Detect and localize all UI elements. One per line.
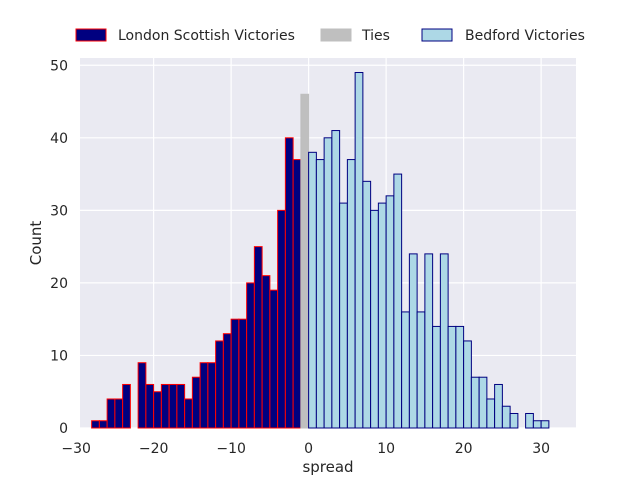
x-tick-label: −10 <box>216 441 246 457</box>
bar-series-2 <box>470 376 480 429</box>
bar-series-2 <box>339 202 348 429</box>
bar-series-2 <box>370 209 379 429</box>
legend: London Scottish Victories Ties Bedford Vic… <box>75 28 585 44</box>
bar-series-2 <box>501 405 511 429</box>
bar-series-2 <box>323 137 333 429</box>
bar-series-0 <box>253 246 263 429</box>
y-tick-label: 40 <box>50 131 68 147</box>
bar-series-2 <box>377 202 387 429</box>
bar-series-0 <box>191 376 201 429</box>
bar-series-2 <box>494 383 503 429</box>
x-tick-label: −20 <box>139 441 169 457</box>
x-tick-label: 20 <box>455 441 473 457</box>
bar-series-0 <box>176 383 186 429</box>
y-tick-label: 20 <box>50 276 68 292</box>
bar-series-2 <box>424 253 434 429</box>
bar-series-1 <box>300 93 310 429</box>
legend-label: London Scottish Victories <box>118 28 295 44</box>
legend-swatch <box>421 28 453 42</box>
bar-series-0 <box>292 159 302 429</box>
bar-series-2 <box>354 72 364 429</box>
bar-series-2 <box>362 180 372 429</box>
bars <box>91 72 550 429</box>
bar-series-2 <box>540 420 550 429</box>
bar-series-2 <box>408 253 418 429</box>
bar-series-2 <box>486 398 496 429</box>
bar-series-0 <box>230 318 240 429</box>
y-tick-label: 0 <box>59 421 68 437</box>
bar-series-0 <box>284 137 294 429</box>
bar-series-2 <box>455 325 465 429</box>
y-tick-label: 10 <box>50 348 68 364</box>
legend-label: Ties <box>361 28 390 44</box>
y-tick-label: 50 <box>50 58 68 74</box>
bar-series-0 <box>153 391 162 429</box>
bar-series-2 <box>401 311 410 429</box>
bar-series-0 <box>238 318 248 429</box>
bar-series-2 <box>509 412 519 429</box>
bar-series-0 <box>215 340 224 429</box>
bar-series-0 <box>246 282 255 429</box>
bar-series-2 <box>532 420 542 429</box>
bar-series-2 <box>463 340 472 429</box>
legend-swatch <box>75 28 107 42</box>
bar-series-0 <box>199 362 209 429</box>
x-tick-label: 10 <box>377 441 395 457</box>
bar-series-0 <box>98 420 108 429</box>
bar-series-0 <box>137 362 147 429</box>
y-tick-labels: 0 10 20 30 40 50 <box>50 58 68 437</box>
bar-series-0 <box>160 383 170 429</box>
bar-series-0 <box>277 209 286 429</box>
bar-series-2 <box>525 412 534 429</box>
bar-series-2 <box>308 151 317 429</box>
bar-series-0 <box>184 398 193 429</box>
x-tick-label: −30 <box>61 441 91 457</box>
bar-series-2 <box>393 173 403 429</box>
bar-series-2 <box>331 130 341 429</box>
x-axis-label: spread <box>302 458 353 476</box>
bar-series-0 <box>114 398 124 429</box>
bar-series-2 <box>432 325 441 429</box>
x-tick-labels: −30 −20 −10 0 10 20 30 <box>61 441 550 457</box>
bar-series-2 <box>346 159 356 429</box>
legend-swatch <box>320 28 352 42</box>
y-tick-label: 30 <box>50 203 68 219</box>
bar-series-0 <box>122 383 131 429</box>
bar-series-0 <box>269 289 279 429</box>
y-axis-label: Count <box>27 221 45 266</box>
bar-series-0 <box>168 383 178 429</box>
x-tick-label: 30 <box>532 441 550 457</box>
x-tick-label: 0 <box>304 441 313 457</box>
bar-series-0 <box>222 333 232 429</box>
bar-series-0 <box>106 398 116 429</box>
legend-label: Bedford Victories <box>465 28 585 44</box>
bar-series-0 <box>207 362 217 429</box>
bar-series-2 <box>416 311 426 429</box>
bar-series-2 <box>447 325 457 429</box>
bar-series-2 <box>439 253 449 429</box>
bar-series-2 <box>478 376 488 429</box>
bar-series-2 <box>315 159 325 429</box>
bar-series-0 <box>91 420 100 429</box>
bar-series-2 <box>385 195 395 429</box>
bar-series-0 <box>145 383 155 429</box>
bar-series-0 <box>261 275 271 429</box>
